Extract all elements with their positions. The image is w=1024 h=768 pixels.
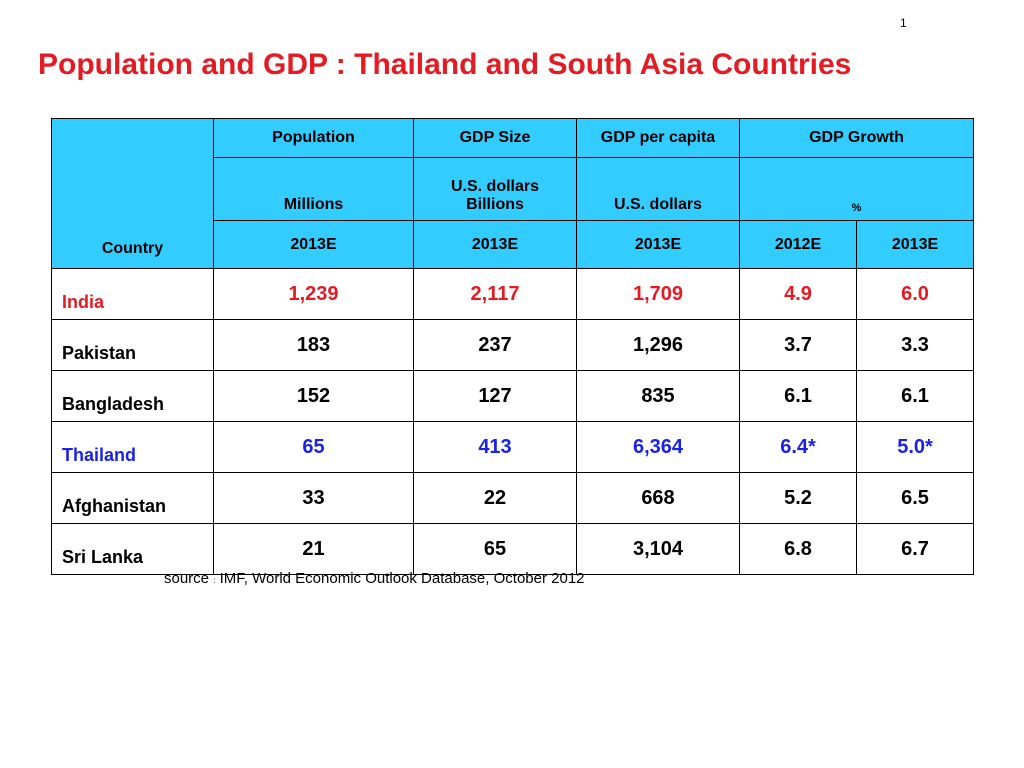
table-cell: 5.2 bbox=[739, 472, 857, 524]
table-cell: 6.7 bbox=[855, 523, 975, 575]
header-row-years: 2013E 2013E 2013E 2012E 2013E bbox=[52, 220, 975, 269]
data-table: Country Population GDP Size GDP per capi… bbox=[51, 118, 975, 575]
year-gdp-size: 2013E bbox=[413, 220, 577, 269]
header-row-titles: Country Population GDP Size GDP per capi… bbox=[51, 118, 975, 269]
table-cell: 6.0 bbox=[855, 268, 975, 320]
table-row: Bangladesh 152 127 835 6.1 6.1 bbox=[51, 370, 975, 422]
country-header: Country bbox=[51, 118, 214, 269]
table-cell: 127 bbox=[413, 370, 577, 422]
population-header: Population bbox=[213, 118, 414, 158]
page-number: 1 bbox=[900, 16, 907, 30]
table-cell: 237 bbox=[413, 319, 577, 371]
table-cell: 6.1 bbox=[739, 370, 857, 422]
source-label: source bbox=[164, 570, 210, 587]
table-body: India 1,239 2,117 1,709 4.9 6.0 Pakistan 183 237… bbox=[51, 268, 975, 575]
table-cell: 33 bbox=[213, 472, 414, 524]
gdp-per-capita-unit: U.S. dollars bbox=[576, 157, 740, 221]
page-title: Population and GDP : Thailand and South … bbox=[38, 48, 852, 81]
table-cell: 3.7 bbox=[739, 319, 857, 371]
table-cell: 4.9 bbox=[739, 268, 857, 320]
table-cell: 2,117 bbox=[413, 268, 577, 320]
year-population: 2013E bbox=[213, 220, 414, 269]
table-row: Afghanistan 33 22 668 5.2 6.5 bbox=[51, 472, 975, 524]
table-cell: 668 bbox=[576, 472, 740, 524]
table-cell: 1,239 bbox=[213, 268, 414, 320]
country-name: Sri Lanka bbox=[51, 523, 214, 575]
table-cell: 1,296 bbox=[576, 319, 740, 371]
gdp-growth-header: GDP Growth bbox=[738, 118, 975, 158]
source-note: source : IMF, World Economic Outlook Dat… bbox=[164, 570, 585, 587]
table-cell: 6.4* bbox=[739, 421, 857, 473]
table-cell: 152 bbox=[213, 370, 414, 422]
header-row-units: Millions U.S. dollars Billions U.S. doll… bbox=[52, 157, 975, 221]
country-name: Afghanistan bbox=[51, 472, 214, 524]
table-cell: 22 bbox=[413, 472, 577, 524]
table-row: India 1,239 2,117 1,709 4.9 6.0 bbox=[51, 268, 975, 320]
table-cell: 413 bbox=[413, 421, 577, 473]
gdp-per-capita-header: GDP per capita bbox=[576, 118, 740, 158]
table-row: Pakistan 183 237 1,296 3.7 3.3 bbox=[51, 319, 975, 371]
table-row: Thailand 65 413 6,364 6.4* 5.0* bbox=[51, 421, 975, 473]
population-unit: Millions bbox=[213, 157, 414, 221]
table-cell: 6.1 bbox=[855, 370, 975, 422]
table-cell: 21 bbox=[213, 523, 414, 575]
table-cell: 65 bbox=[413, 523, 577, 575]
country-name: India bbox=[51, 268, 214, 320]
table-cell: 1,709 bbox=[576, 268, 740, 320]
table-cell: 3,104 bbox=[576, 523, 740, 575]
table-cell: 6.8 bbox=[739, 523, 857, 575]
year-gdp-per-capita: 2013E bbox=[576, 220, 740, 269]
table-cell: 3.3 bbox=[855, 319, 975, 371]
source-colon: : bbox=[213, 576, 216, 585]
table-cell: 6.5 bbox=[855, 472, 975, 524]
table-cell: 5.0* bbox=[855, 421, 975, 473]
source-text: IMF, World Economic Outlook Database, Oc… bbox=[215, 570, 585, 587]
country-name: Bangladesh bbox=[51, 370, 214, 422]
table-row: Sri Lanka 21 65 3,104 6.8 6.7 bbox=[51, 523, 975, 575]
table-cell: 835 bbox=[576, 370, 740, 422]
table-cell: 183 bbox=[213, 319, 414, 371]
table-cell: 6,364 bbox=[576, 421, 740, 473]
year-growth-2013: 2013E bbox=[855, 220, 975, 269]
year-growth-2012: 2012E bbox=[739, 220, 857, 269]
table-cell: 65 bbox=[213, 421, 414, 473]
country-name: Pakistan bbox=[51, 319, 214, 371]
gdp-growth-unit: % bbox=[738, 157, 975, 221]
gdp-size-header: GDP Size bbox=[413, 118, 577, 158]
country-name: Thailand bbox=[51, 421, 214, 473]
gdp-size-unit: U.S. dollars Billions bbox=[413, 157, 577, 221]
